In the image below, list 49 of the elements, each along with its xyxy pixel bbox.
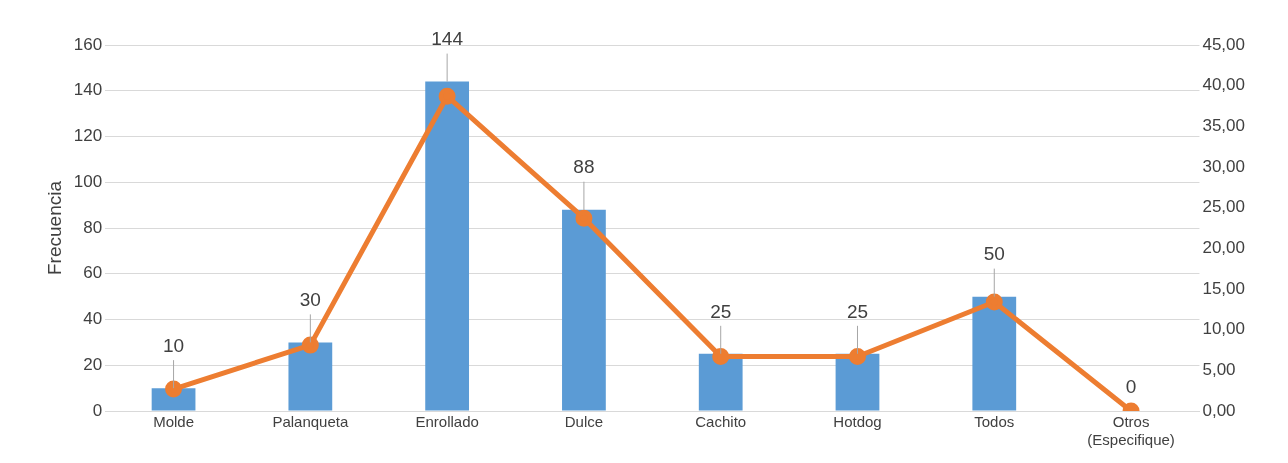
bar — [835, 353, 880, 411]
y2-tick-label: 40,00 — [1202, 75, 1246, 95]
point — [985, 293, 1003, 311]
y-tick-label: 20 — [83, 354, 103, 374]
bar — [698, 353, 743, 411]
data-label: 88 — [573, 156, 595, 178]
bar — [562, 209, 606, 411]
point — [438, 87, 456, 105]
y2-tick-label: 5,00 — [1202, 360, 1236, 380]
data-label: 10 — [162, 334, 185, 356]
x-tick-label: Molde — [153, 413, 194, 431]
bar — [288, 342, 333, 411]
y-tick-label: 40 — [83, 309, 103, 329]
data-label: 30 — [299, 289, 321, 311]
y-tick-label: 80 — [83, 217, 103, 237]
data-label: 50 — [983, 243, 1005, 265]
x-tick-label: Todos — [974, 413, 1015, 431]
y-tick-label: 140 — [73, 80, 103, 100]
data-label: 144 — [431, 28, 464, 50]
data-label: 0 — [1125, 375, 1137, 397]
x-tick-label: Dulce — [564, 413, 604, 431]
y-tick-label: 160 — [73, 34, 103, 54]
y-tick-label: 100 — [73, 171, 103, 191]
point — [712, 348, 730, 366]
y2-tick-label: 45,00 — [1202, 34, 1246, 54]
point — [848, 348, 866, 366]
data-label: 25 — [846, 300, 869, 322]
y2-tick-label: 20,00 — [1202, 238, 1246, 258]
y2-tick-label: 30,00 — [1202, 156, 1246, 176]
x-tick-label: Hotdog — [833, 413, 882, 431]
x-tick-label: Cachito — [695, 413, 747, 431]
bar — [972, 296, 1017, 411]
point — [575, 209, 593, 227]
x-tick-label: Otros (Especifique) — [1087, 413, 1175, 449]
y2-tick-label: 25,00 — [1202, 197, 1246, 217]
y2-tick-label: 35,00 — [1202, 116, 1246, 136]
point — [165, 380, 183, 398]
data-label: 25 — [710, 300, 732, 322]
y-axis-title: Frecuencia — [43, 180, 65, 275]
x-tick-label: Enrollado — [415, 413, 479, 431]
y2-tick-label: 10,00 — [1202, 319, 1246, 339]
y2-tick-label: 15,00 — [1202, 278, 1246, 298]
y2-tick-label: 0,00 — [1202, 400, 1236, 420]
point — [301, 336, 319, 354]
y-tick-label: 120 — [73, 126, 103, 146]
y-tick-label: 60 — [83, 263, 103, 283]
x-tick-label: Palanqueta — [272, 413, 349, 431]
bar — [425, 81, 470, 411]
y-tick-label: 0 — [92, 400, 103, 420]
